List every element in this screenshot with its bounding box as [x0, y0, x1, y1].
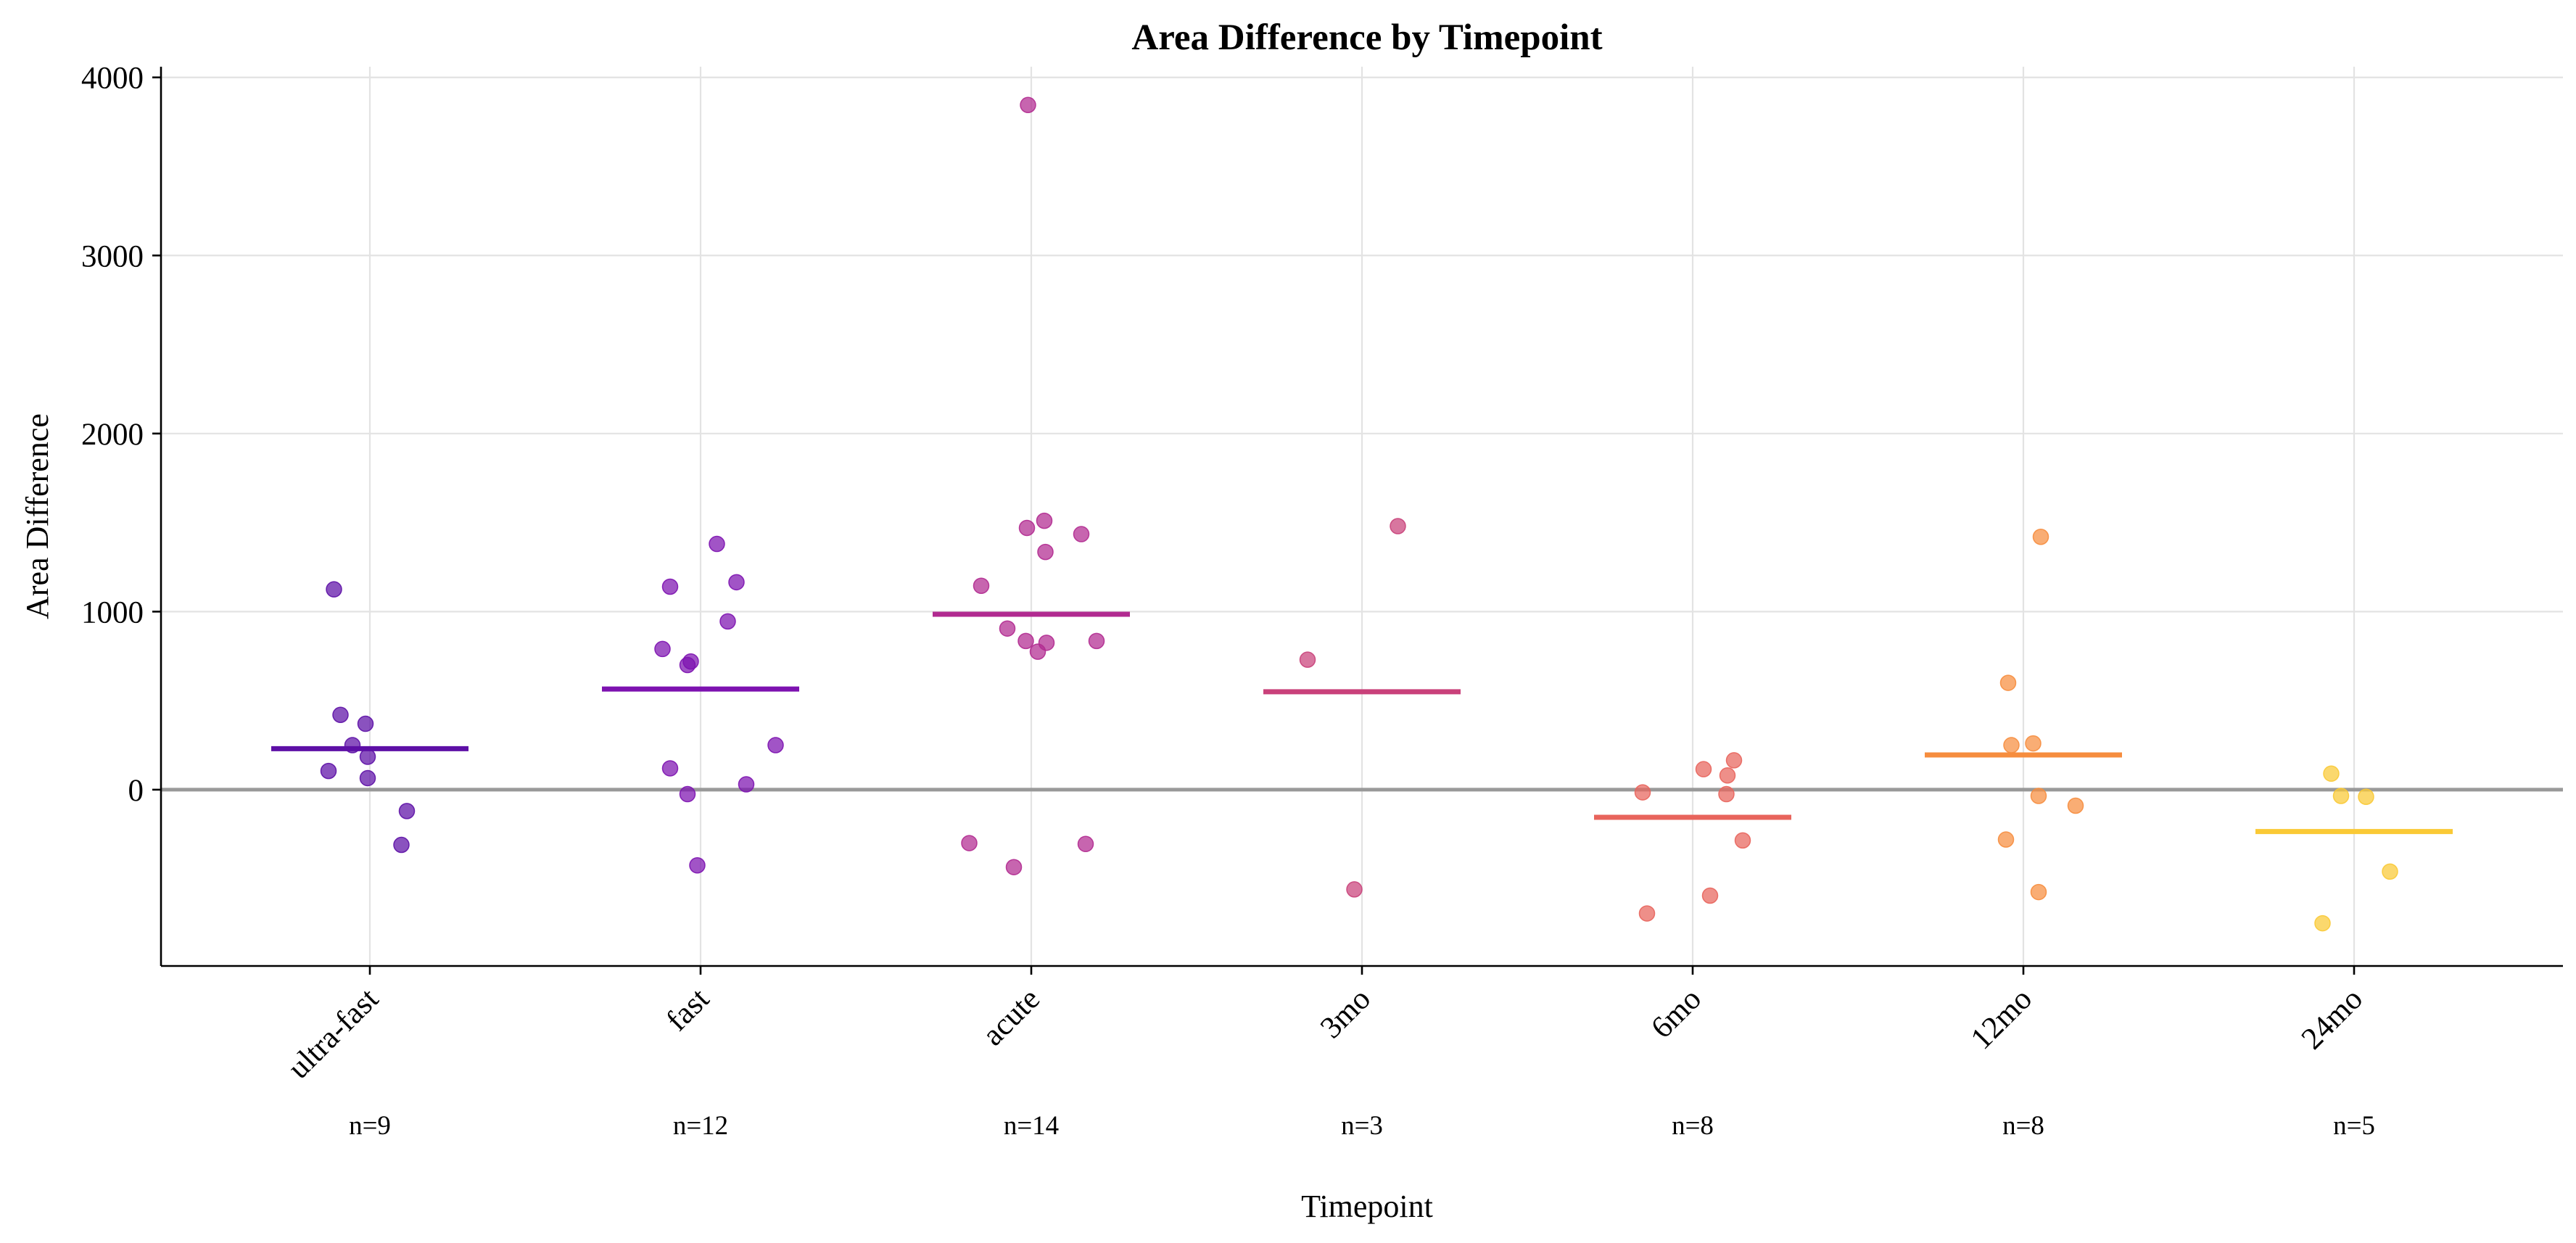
data-point: [359, 769, 376, 787]
data-point: [661, 578, 679, 595]
data-point: [1036, 512, 1053, 529]
data-point: [728, 574, 745, 591]
data-point: [679, 656, 696, 674]
data-point: [767, 737, 784, 753]
sample-count-label: n=3: [1341, 1111, 1383, 1141]
data-point: [661, 760, 679, 777]
data-point: [1997, 831, 2015, 848]
data-point: [2382, 863, 2398, 880]
data-point: [973, 577, 990, 595]
data-point: [1346, 881, 1363, 898]
data-point: [1734, 832, 1751, 849]
sample-count-label: n=9: [349, 1111, 391, 1141]
x-tick-label: 3mo: [1314, 982, 1377, 1045]
data-point: [398, 803, 416, 819]
data-point: [1725, 752, 1743, 769]
sample-count-label: n=8: [1672, 1111, 1714, 1141]
data-point: [1719, 767, 1736, 784]
data-points: [320, 96, 2398, 932]
x-tick-label: 6mo: [1645, 982, 1708, 1045]
sample-count-label: n=14: [1004, 1111, 1059, 1141]
data-point: [2332, 788, 2350, 804]
x-tick-label: ultra-fast: [281, 982, 385, 1086]
data-point: [738, 776, 755, 793]
data-point: [961, 835, 978, 851]
x-tick-label: 12mo: [1965, 982, 2039, 1056]
y-tick-label: 2000: [81, 418, 144, 452]
data-point: [1695, 761, 1712, 777]
data-point: [1088, 632, 1105, 650]
data-point: [1037, 543, 1054, 561]
x-tick-label: 24mo: [2295, 982, 2369, 1056]
data-point: [654, 640, 671, 658]
data-point: [2030, 788, 2047, 804]
data-point: [2314, 914, 2331, 932]
sample-count-label: n=12: [673, 1111, 728, 1141]
data-point: [1634, 784, 1651, 801]
data-point: [1005, 859, 1023, 875]
y-axis-label: Area Difference: [20, 413, 55, 619]
x-tick-label: acute: [976, 982, 1046, 1052]
data-point: [2025, 735, 2042, 752]
sample-count-label: n=5: [2333, 1111, 2375, 1141]
data-point: [1718, 785, 1735, 803]
data-point: [2323, 765, 2340, 782]
data-point: [1999, 674, 2017, 691]
data-point: [719, 613, 736, 630]
sample-count-label: n=8: [2002, 1111, 2044, 1141]
data-point: [344, 737, 361, 753]
data-point: [332, 706, 349, 724]
data-point: [1018, 519, 1036, 537]
data-point: [1638, 905, 1656, 922]
data-point: [1017, 632, 1034, 650]
data-point: [320, 762, 337, 780]
x-axis-label: Timepoint: [1301, 1189, 1433, 1224]
data-point: [1073, 526, 1090, 542]
y-tick-label: 3000: [81, 239, 144, 273]
data-point: [359, 748, 376, 765]
y-tick-label: 0: [128, 774, 144, 808]
data-point: [1029, 643, 1046, 660]
data-point: [1299, 651, 1316, 668]
data-point: [2067, 797, 2084, 814]
mean-lines: [271, 611, 2453, 835]
data-point: [2030, 883, 2047, 901]
x-ticks: ultra-fast n=9 fast n=12 acute n=14 3mo n=3 6mo n…: [281, 966, 2375, 1141]
data-point: [679, 785, 696, 803]
data-point: [1077, 835, 1094, 853]
chart-title: Area Difference by Timepoint: [1131, 17, 1602, 58]
data-point: [357, 715, 374, 732]
y-ticks: 0 1000 2000 3000 4000: [81, 62, 161, 808]
data-point: [2032, 528, 2049, 545]
data-point: [393, 836, 410, 854]
y-tick-label: 4000: [81, 62, 144, 96]
data-point: [326, 581, 342, 598]
data-point: [1020, 96, 1036, 114]
gridlines: [161, 67, 2563, 966]
x-tick-label: fast: [660, 982, 716, 1038]
data-point: [689, 857, 706, 874]
data-point: [2358, 788, 2374, 805]
data-point: [709, 535, 725, 553]
data-point: [1390, 518, 1406, 534]
data-point: [1701, 887, 1719, 904]
data-point: [999, 620, 1016, 637]
data-point: [2003, 737, 2020, 753]
y-tick-label: 1000: [81, 595, 144, 629]
